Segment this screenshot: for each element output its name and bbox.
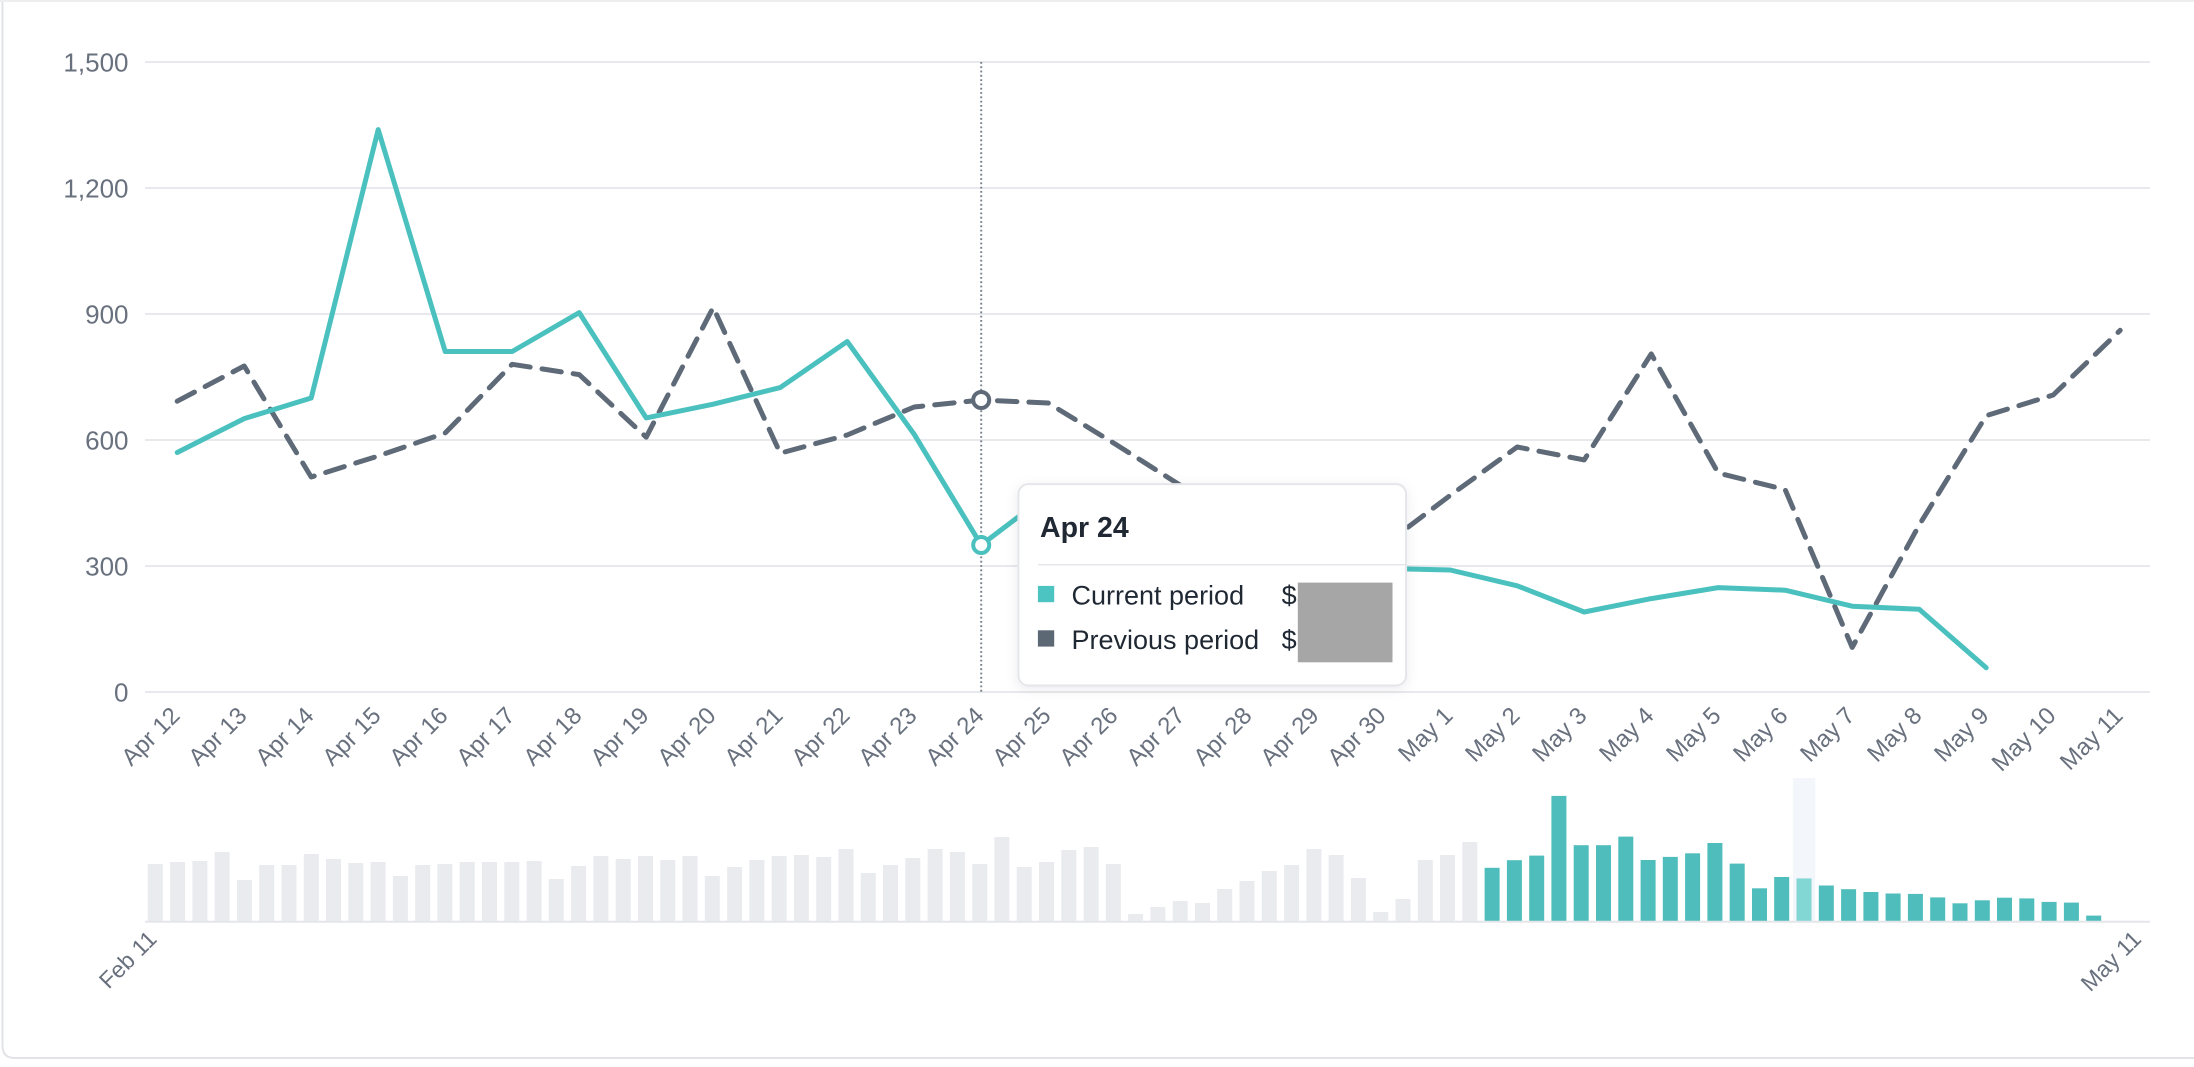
svg-text:1,500: 1,500 — [63, 48, 128, 78]
svg-text:Previous period: Previous period — [1072, 625, 1260, 655]
svg-text:600: 600 — [85, 426, 128, 456]
svg-text:1,200: 1,200 — [63, 174, 128, 204]
svg-text:300: 300 — [85, 552, 128, 582]
svg-text:Apr 24: Apr 24 — [1040, 512, 1129, 544]
svg-text:Current period: Current period — [1072, 581, 1245, 611]
svg-text:0: 0 — [114, 678, 128, 708]
svg-text:900: 900 — [85, 300, 128, 330]
